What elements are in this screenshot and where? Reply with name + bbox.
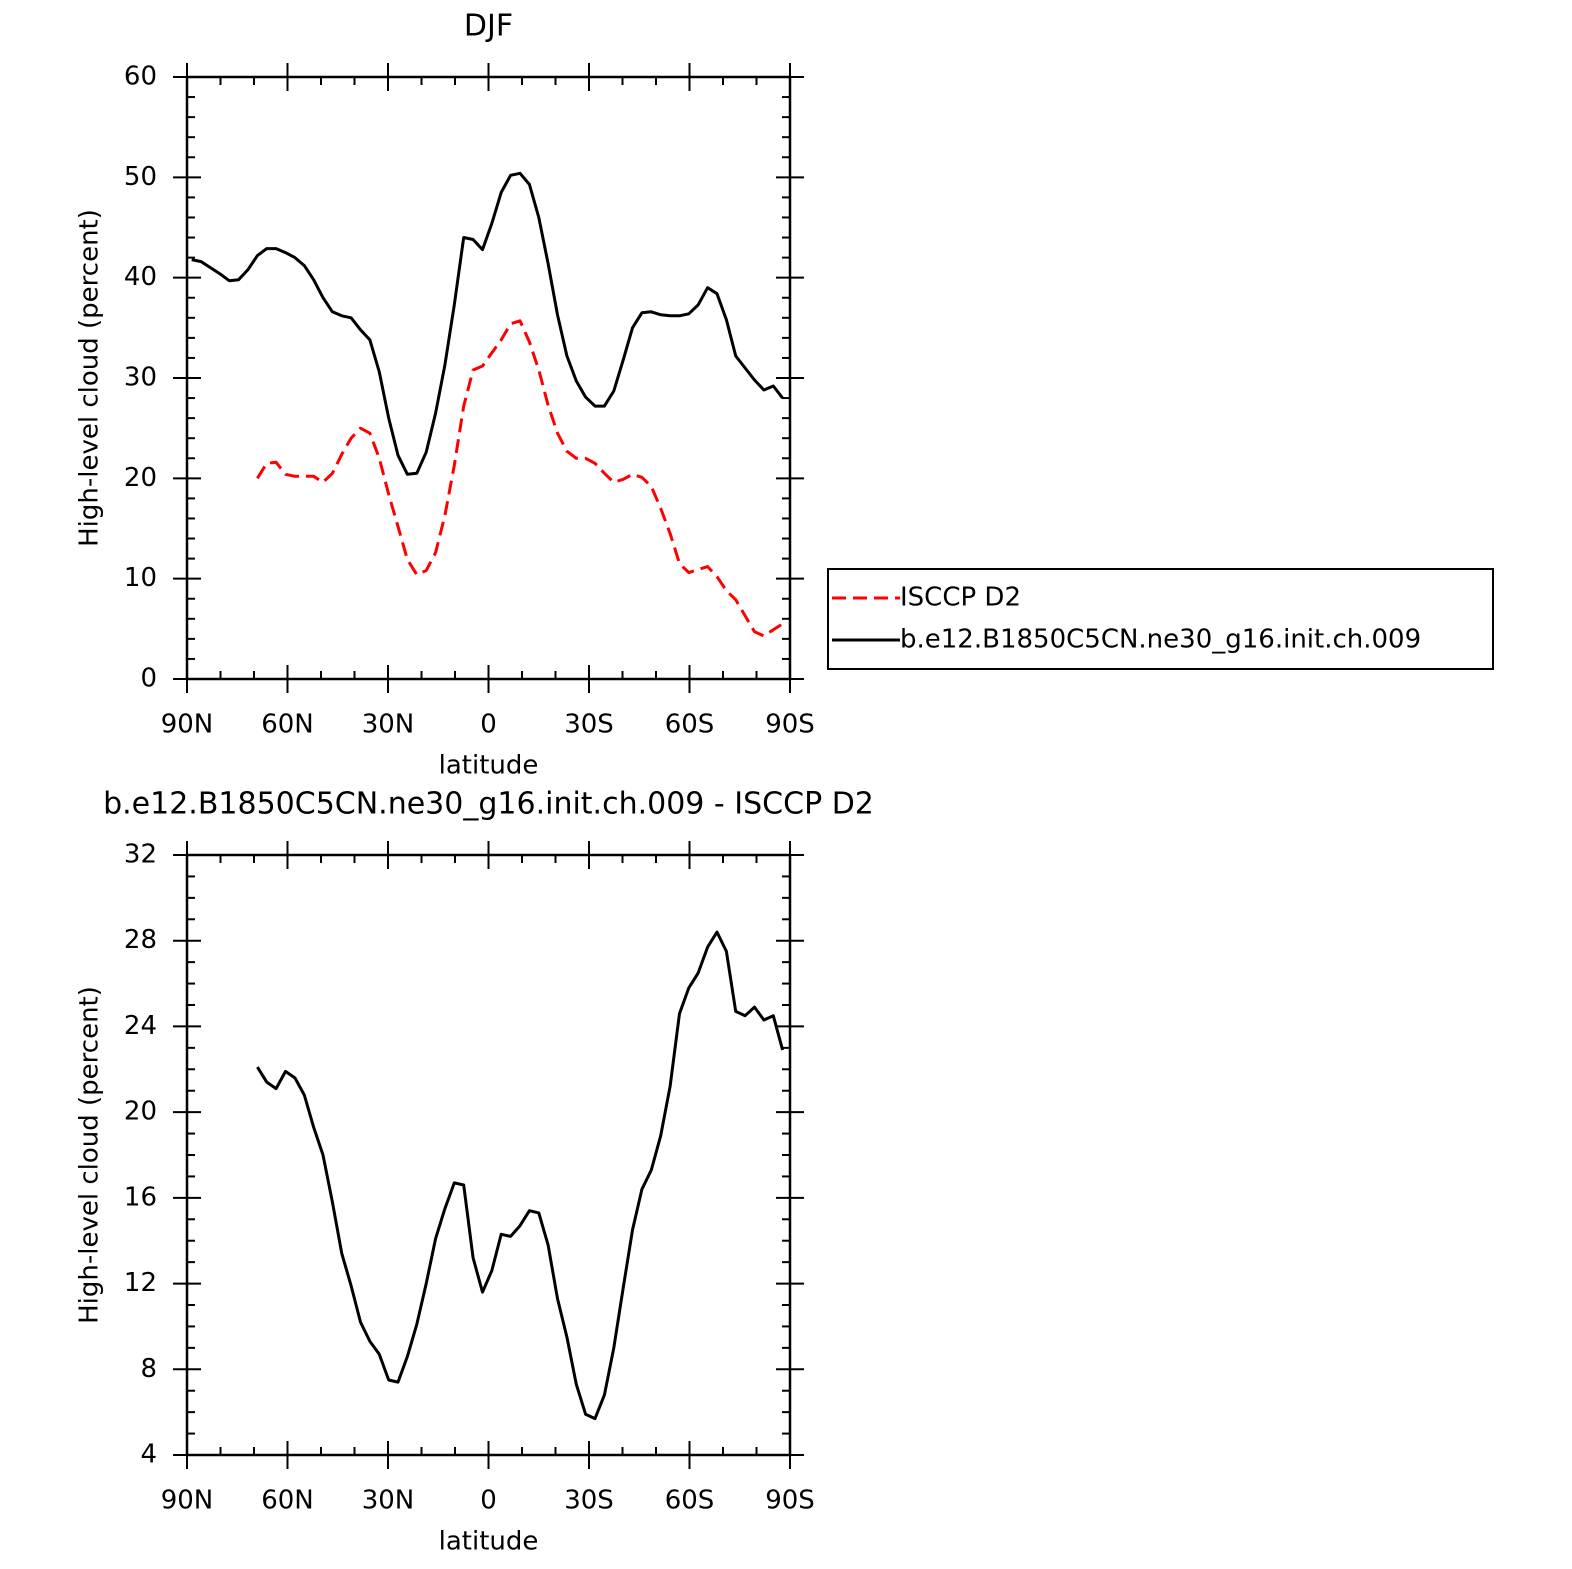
x-tick-label: 90N bbox=[161, 710, 214, 740]
plot-frame bbox=[185, 75, 792, 681]
y-tick-label: 60 bbox=[124, 62, 157, 92]
series-line bbox=[256, 930, 785, 1421]
y-tick-label: 20 bbox=[124, 1097, 157, 1127]
y-tick-label: 24 bbox=[124, 1011, 157, 1041]
chart-title: b.e12.B1850C5CN.ne30_g16.init.ch.009 - I… bbox=[103, 787, 874, 822]
x-tick-label: 30S bbox=[564, 710, 614, 740]
x-tick-label: 0 bbox=[480, 1486, 497, 1516]
y-axis-label: High-level cloud (percent) bbox=[75, 209, 105, 547]
series-line bbox=[256, 319, 784, 638]
x-tick-label: 90S bbox=[765, 710, 815, 740]
y-tick-label: 20 bbox=[124, 463, 157, 493]
y-tick-label: 50 bbox=[124, 162, 157, 192]
y-tick-label: 40 bbox=[124, 262, 157, 292]
legend-box bbox=[827, 568, 1494, 670]
x-tick-label: 90S bbox=[765, 1486, 815, 1516]
x-tick-label: 30S bbox=[564, 1486, 614, 1516]
x-tick-label: 60N bbox=[261, 1486, 314, 1516]
y-axis-label: High-level cloud (percent) bbox=[75, 986, 105, 1324]
x-axis-label: latitude bbox=[439, 751, 539, 781]
x-tick-label: 60S bbox=[665, 1486, 715, 1516]
legend-label: b.e12.B1850C5CN.ne30_g16.init.ch.009 bbox=[900, 625, 1421, 655]
y-tick-label: 8 bbox=[140, 1354, 157, 1384]
y-tick-label: 28 bbox=[124, 925, 157, 955]
x-tick-label: 30N bbox=[362, 710, 415, 740]
y-tick-label: 0 bbox=[140, 664, 157, 694]
x-tick-label: 60S bbox=[665, 710, 715, 740]
y-tick-label: 30 bbox=[124, 363, 157, 393]
legend-label: ISCCP D2 bbox=[900, 583, 1021, 613]
y-tick-label: 10 bbox=[124, 563, 157, 593]
series-line bbox=[191, 171, 784, 476]
y-tick-label: 32 bbox=[124, 840, 157, 870]
plot-frame bbox=[185, 853, 792, 1457]
chart-title: DJF bbox=[464, 9, 513, 44]
x-tick-label: 30N bbox=[362, 1486, 415, 1516]
y-tick-label: 4 bbox=[140, 1440, 157, 1470]
x-axis-label: latitude bbox=[439, 1527, 539, 1557]
x-tick-label: 90N bbox=[161, 1486, 214, 1516]
x-tick-label: 60N bbox=[261, 710, 314, 740]
x-tick-label: 0 bbox=[480, 710, 497, 740]
y-tick-label: 12 bbox=[124, 1268, 157, 1298]
y-tick-label: 16 bbox=[124, 1182, 157, 1212]
